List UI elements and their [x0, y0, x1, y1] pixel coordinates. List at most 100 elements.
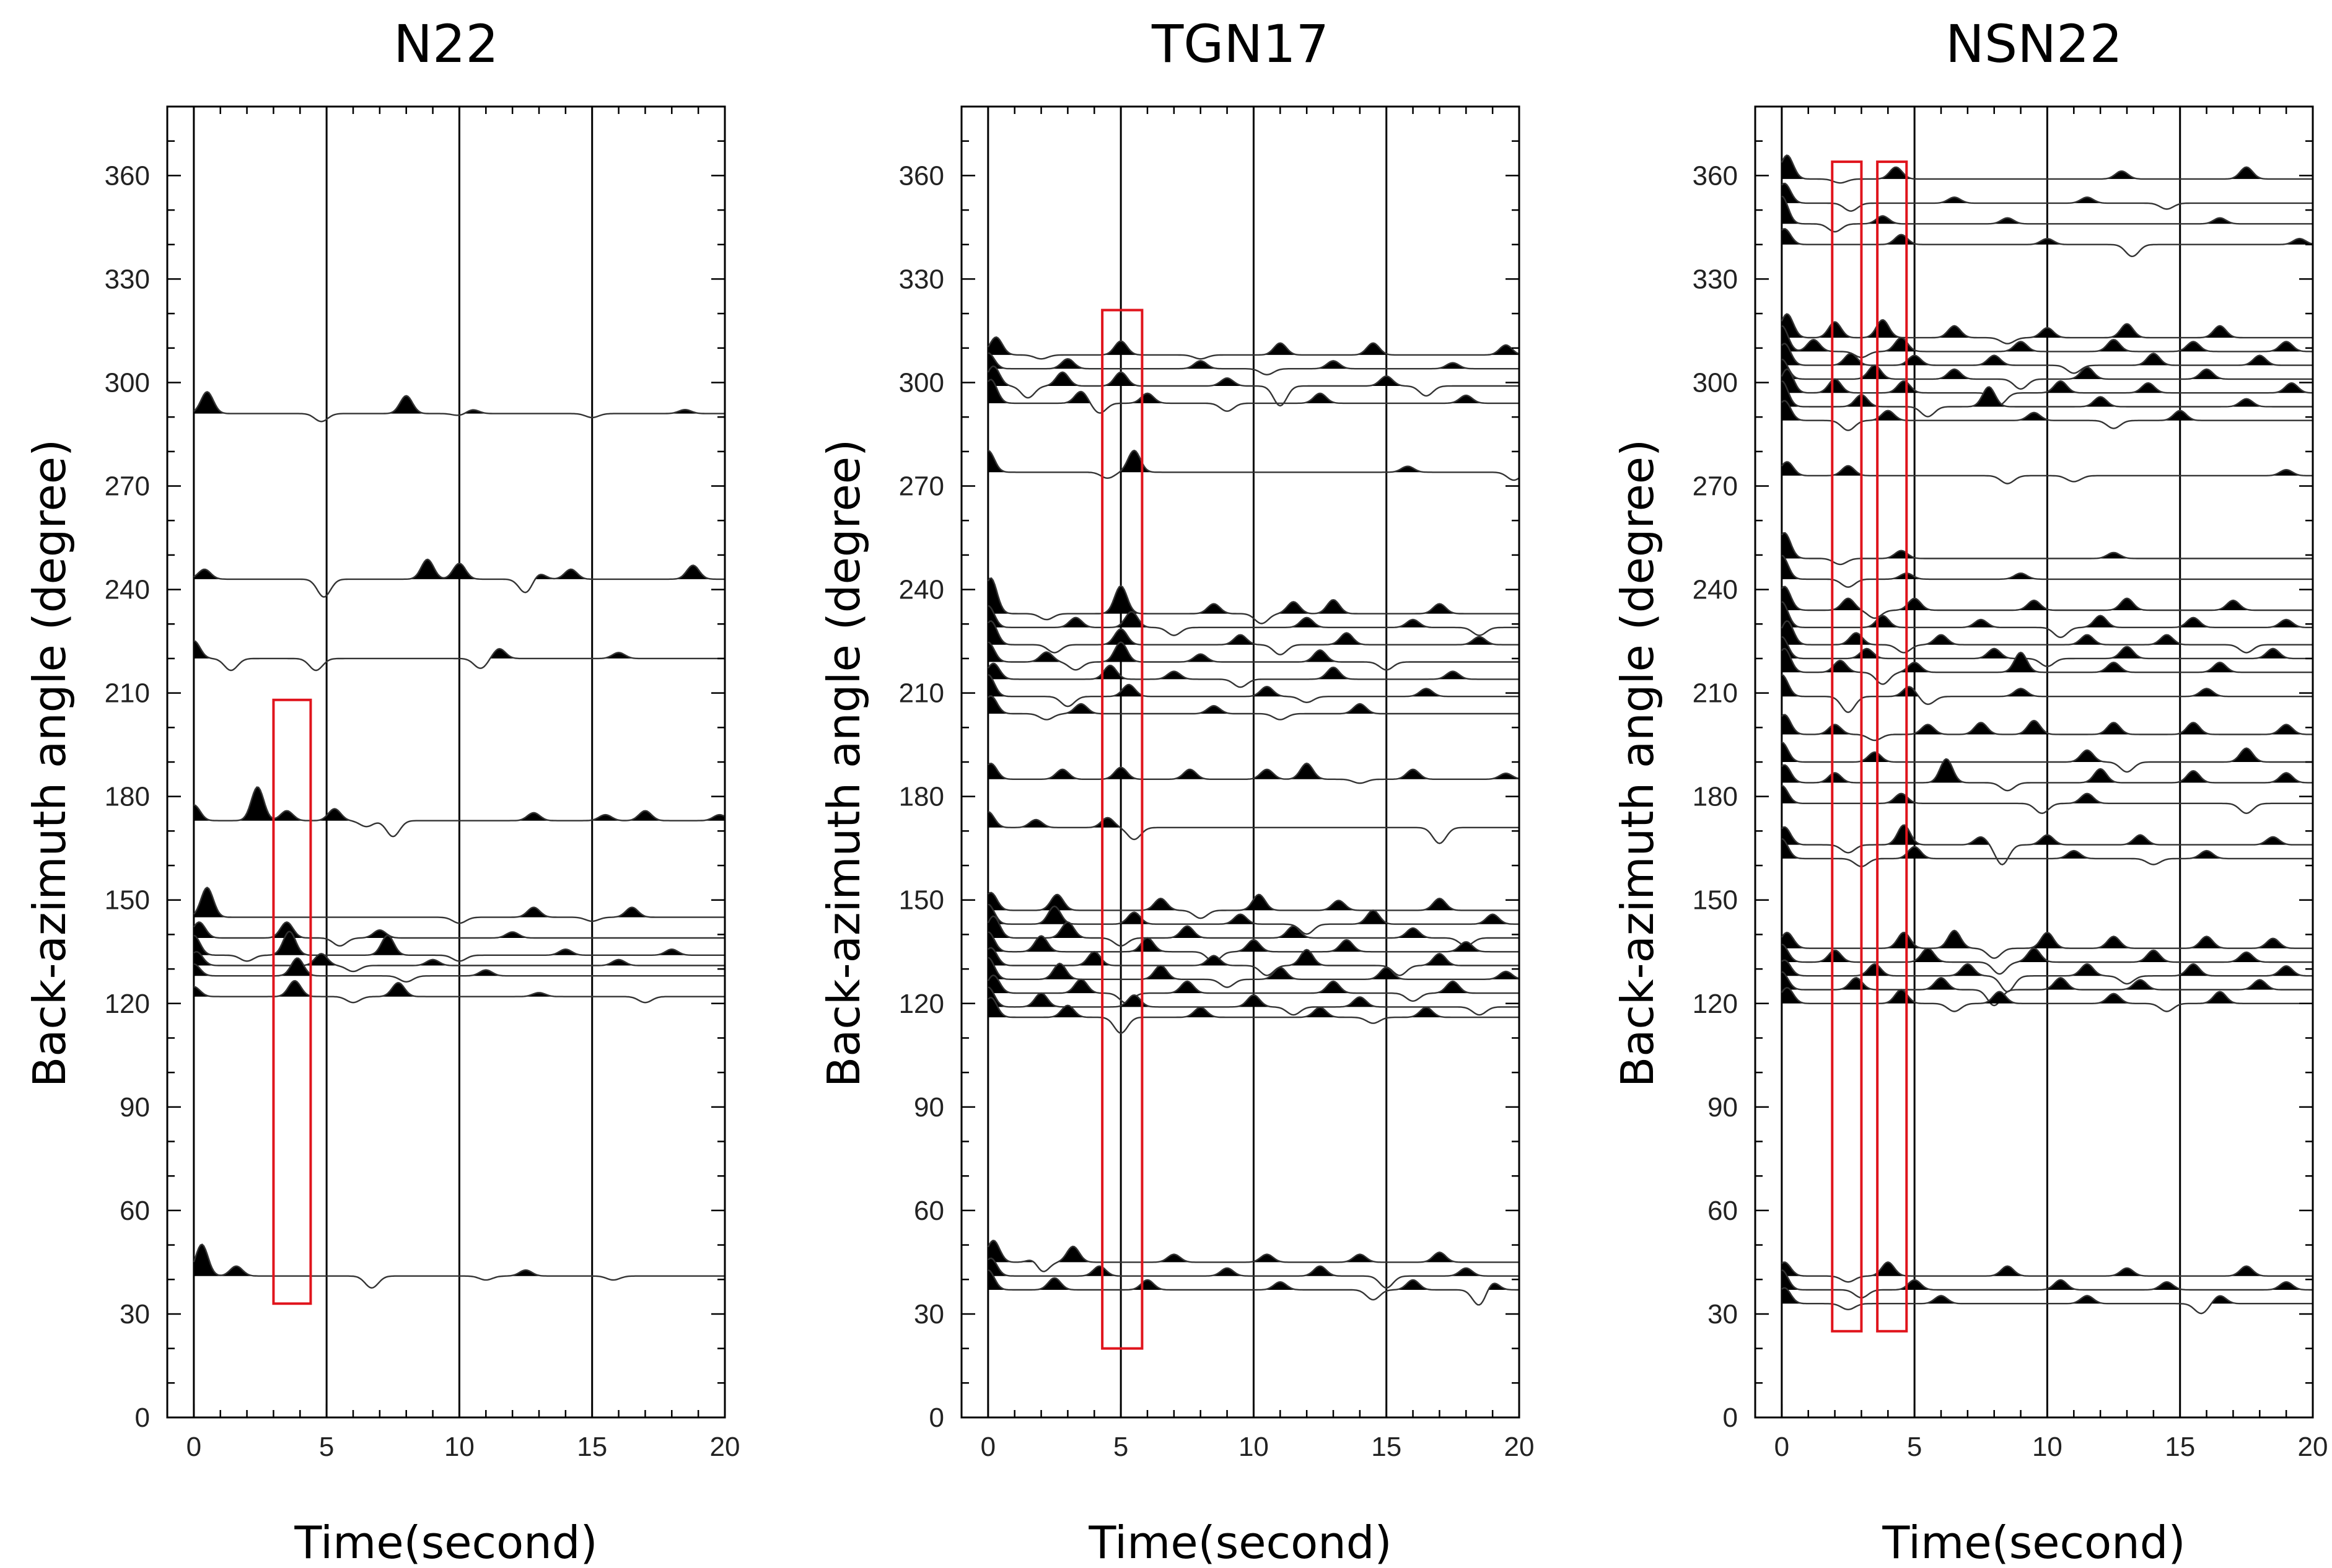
plot-area: 0 5 10 15 20 0 30 60 90 120 150 180 210 240 270 300 330 3… — [105, 105, 740, 1462]
y-tick-label: 330 — [899, 264, 944, 294]
y-tick-label: 360 — [899, 160, 944, 191]
trace-line — [1781, 971, 2313, 1007]
trace-line — [193, 957, 725, 983]
trace-positive-fill — [193, 559, 725, 579]
trace-positive-fill — [193, 958, 725, 976]
trace-positive-fill — [988, 379, 1519, 403]
y-tick-label: 90 — [120, 1092, 150, 1123]
trace-line — [988, 903, 1519, 935]
trace-line — [193, 786, 725, 838]
panel-title: NSN22 — [1945, 14, 2123, 74]
panel-nsn22: NSN22 Back-azimuth angle (degree) Time(s… — [1611, 14, 2328, 1568]
highlight-box — [1876, 160, 1908, 1333]
y-axis-title: Back-azimuth angle (degree) — [818, 439, 870, 1087]
panel-title: TGN17 — [1151, 14, 1329, 74]
trace-positive-fill — [1781, 229, 2313, 245]
trace-line — [988, 1257, 1519, 1289]
y-tick-label: 60 — [120, 1196, 150, 1226]
y-tick-label: 360 — [105, 160, 150, 191]
x-tick-label: 0 — [186, 1432, 201, 1462]
trace-line — [1781, 620, 2313, 654]
x-tick-label: 20 — [2298, 1432, 2328, 1462]
trace-line — [1781, 1287, 2313, 1315]
trace-line — [1781, 400, 2313, 431]
trace-line — [988, 1269, 1519, 1306]
y-tick-label: 210 — [1693, 678, 1738, 709]
trace-positive-fill — [1781, 400, 2313, 421]
trace-positive-fill — [1781, 838, 2313, 859]
trace-positive-fill — [988, 578, 1519, 614]
x-axis-title: Time(second) — [1882, 1517, 2185, 1568]
trace-line — [1781, 673, 2313, 714]
trace-line — [1781, 325, 2313, 359]
trace-line — [988, 352, 1519, 376]
y-tick-label: 0 — [135, 1403, 150, 1433]
trace-line — [988, 673, 1519, 707]
trace-line — [1781, 182, 2313, 212]
trace-line — [987, 577, 1519, 624]
trace-line — [1781, 585, 2313, 620]
y-tick-label: 300 — [105, 367, 150, 398]
y-tick-label: 150 — [899, 885, 944, 916]
trace-line — [1781, 532, 2313, 566]
y-tick-label: 120 — [899, 989, 944, 1019]
y-tick-label: 120 — [105, 989, 150, 1019]
trace-line — [1781, 368, 2313, 406]
y-tick-label: 300 — [1693, 367, 1738, 398]
trace-line — [193, 931, 725, 962]
y-tick-label: 60 — [1707, 1196, 1738, 1226]
trace-line — [193, 951, 725, 973]
trace-line — [988, 695, 1519, 720]
trace-positive-fill — [1781, 759, 2313, 783]
trace-line — [987, 365, 1519, 407]
trace-line — [1781, 1269, 2313, 1299]
trace-line — [987, 975, 1519, 1004]
y-tick-label: 180 — [105, 782, 150, 812]
trace-line — [988, 762, 1520, 784]
trace-positive-fill — [1781, 369, 2313, 393]
trace-positive-fill — [1781, 1270, 2313, 1290]
y-tick-label: 270 — [1693, 471, 1738, 502]
trace-line — [1781, 461, 2313, 484]
x-tick-label: 5 — [319, 1432, 334, 1462]
trace-positive-fill — [988, 947, 1519, 966]
trace-positive-fill — [988, 892, 1519, 911]
x-tick-label: 20 — [710, 1432, 740, 1462]
y-tick-label: 210 — [899, 678, 944, 709]
trace-positive-fill — [1781, 343, 2313, 366]
highlight-box — [272, 698, 312, 1305]
trace-positive-fill — [988, 621, 1519, 645]
trace-line — [988, 605, 1519, 636]
trace-positive-fill — [1781, 586, 2313, 610]
y-tick-label: 240 — [899, 575, 944, 605]
trace-positive-fill — [1781, 930, 2313, 948]
trace-positive-fill — [1781, 971, 2313, 990]
trace-positive-fill — [988, 812, 1519, 828]
y-tick-label: 270 — [899, 471, 944, 502]
trace-positive-fill — [193, 787, 725, 821]
trace-line — [193, 921, 725, 947]
y-tick-label: 0 — [929, 1403, 944, 1433]
plot-area: 0 5 10 15 20 0 30 60 90 120 150 180 210 240 270 300 330 3… — [899, 105, 1534, 1462]
y-tick-label: 60 — [914, 1196, 944, 1226]
trace-line — [1781, 986, 2313, 1012]
trace-line — [987, 336, 1520, 360]
y-tick-label: 330 — [1693, 264, 1738, 294]
trace-positive-fill — [193, 981, 725, 997]
trace-line — [988, 947, 1519, 976]
trace-line — [1781, 758, 2313, 792]
x-tick-label: 10 — [444, 1432, 475, 1462]
y-axis-title: Back-azimuth angle (degree) — [24, 439, 76, 1087]
y-tick-label: 30 — [120, 1299, 150, 1329]
trace-line — [1781, 714, 2313, 742]
trace-line — [1781, 343, 2313, 374]
trace-line — [1781, 824, 2313, 865]
trace-line — [193, 887, 725, 924]
y-tick-label: 300 — [899, 367, 944, 398]
trace-positive-fill — [1781, 649, 2313, 673]
trace-line — [1781, 228, 2313, 258]
trace-line — [1781, 601, 2313, 639]
trace-line — [1781, 741, 2313, 773]
